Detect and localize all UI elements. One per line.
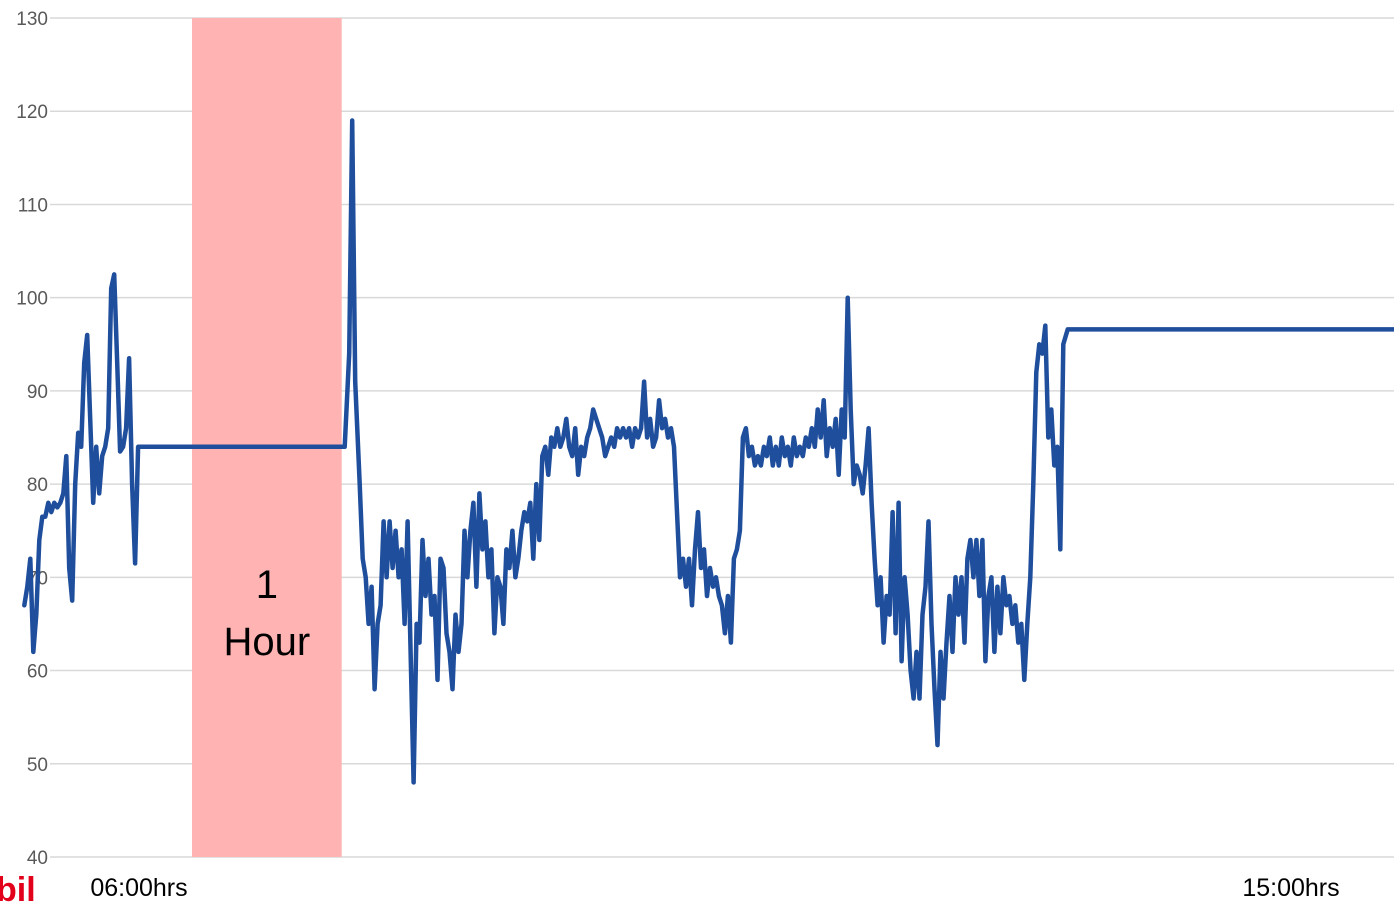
x-axis-labels: 06:00hrs 15:00hrs <box>90 874 1339 901</box>
x-axis-label: 15:00hrs <box>1242 874 1339 901</box>
y-tick-label: 80 <box>27 475 48 496</box>
series-layer <box>22 118 1394 785</box>
y-tick-label: 60 <box>27 662 48 683</box>
logo-fragment: bil <box>0 870 44 910</box>
y-tick-label: 130 <box>16 9 48 30</box>
x-axis-label: 06:00hrs <box>90 874 187 901</box>
series-line <box>22 118 1394 785</box>
logo-text: bil <box>0 871 36 909</box>
y-tick-label: 90 <box>27 382 48 403</box>
y-tick-label: 50 <box>27 755 48 776</box>
highlight-band <box>192 18 342 857</box>
y-tick-label: 120 <box>16 102 48 123</box>
y-tick-label: 100 <box>16 289 48 310</box>
band-unit-label: Hour <box>223 620 310 664</box>
y-tick-label: 110 <box>18 195 48 216</box>
highlight-bands: 1Hour1Hour <box>192 18 342 857</box>
band-value-label: 1 <box>256 563 278 607</box>
y-tick-label: 40 <box>27 848 48 869</box>
